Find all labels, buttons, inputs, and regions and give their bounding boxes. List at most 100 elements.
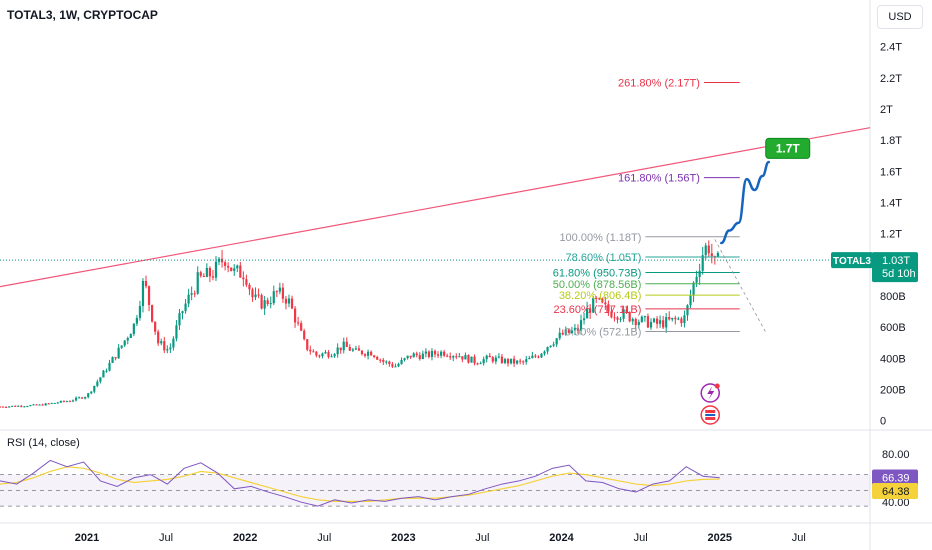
- candle-body: [11, 405, 14, 407]
- candle-body: [376, 356, 379, 360]
- candle-body: [56, 402, 59, 404]
- event-icons[interactable]: [700, 383, 720, 425]
- fib-level-label: 78.60% (1.05T): [566, 252, 642, 264]
- candle-body: [400, 359, 403, 365]
- candle-body: [123, 340, 126, 346]
- candle-body: [175, 325, 178, 339]
- candle-body: [464, 355, 467, 360]
- fibonacci-retracement[interactable]: 261.80% (2.17T) 161.80% (1.56T) 100.00% (1…: [553, 78, 766, 339]
- candle-body: [634, 319, 637, 326]
- candle-body: [71, 400, 75, 402]
- candle-body: [549, 345, 552, 348]
- candle-body: [53, 402, 56, 404]
- candle-body: [546, 347, 549, 352]
- candle-body: [643, 316, 646, 318]
- candle-body: [433, 351, 437, 355]
- candle-body: [458, 356, 461, 358]
- candle-body: [93, 385, 96, 392]
- candle-body: [120, 345, 123, 348]
- candle-body: [604, 302, 607, 305]
- x-tick-label: Jul: [792, 532, 806, 544]
- last-price-tag: [872, 252, 918, 283]
- candle-body: [324, 352, 327, 354]
- candle-body: [84, 397, 87, 399]
- chart-title: TOTAL3, 1W, CRYPTOCAP: [7, 8, 158, 22]
- candle-body: [379, 359, 382, 361]
- candle-body: [23, 406, 26, 408]
- candle-body: [248, 284, 251, 290]
- candle-body: [671, 317, 674, 320]
- candle-body: [595, 297, 598, 299]
- y-tick-label: 400B: [880, 353, 906, 365]
- price-axis[interactable]: 2.4T2.2T2T1.8T1.6T1.4T1.2T1T800B600B400B…: [880, 42, 906, 428]
- currency-button[interactable]: USD: [877, 5, 923, 29]
- candle-body: [482, 359, 485, 364]
- candle-body: [716, 252, 720, 257]
- target-label-box: [765, 137, 811, 159]
- candle-body: [543, 351, 546, 354]
- candle-body: [537, 356, 540, 358]
- price-candles: [0, 240, 830, 408]
- candle-body: [163, 341, 166, 351]
- candle-body: [312, 351, 315, 353]
- trendline[interactable]: [0, 127, 871, 288]
- rsi-tick-label: 40.00: [882, 497, 910, 509]
- fib-level-label: 100.00% (1.18T): [559, 232, 641, 244]
- candle-body: [102, 370, 105, 378]
- time-axis[interactable]: 2021 Jul 2022 Jul 2023 Jul 2024 Jul 2025 Jul: [75, 532, 806, 544]
- candle-body: [436, 354, 440, 356]
- candle-body: [8, 406, 11, 408]
- fib-level-label: 61.80% (950.73B): [553, 268, 642, 280]
- candle-body: [4, 406, 8, 408]
- candle-body: [582, 318, 586, 321]
- candle-body: [96, 381, 99, 386]
- candle-body: [150, 305, 154, 322]
- candle-body: [29, 405, 32, 407]
- rsi-title: RSI (14, close): [7, 437, 80, 449]
- candle-body: [488, 355, 491, 358]
- candle-body: [443, 351, 446, 356]
- candle-body: [50, 402, 53, 404]
- candle-body: [284, 298, 288, 304]
- candle-body: [263, 300, 266, 309]
- flag-stripe: [705, 410, 716, 413]
- candle-body: [224, 262, 227, 266]
- candle-body: [415, 353, 418, 356]
- candle-body: [373, 355, 376, 357]
- candle-body: [0, 406, 2, 408]
- candle-body: [668, 317, 671, 320]
- projection-path[interactable]: 1.7T: [720, 137, 811, 245]
- rsi-background: [0, 474, 870, 507]
- candle-body: [239, 265, 242, 278]
- candle-body: [129, 334, 132, 339]
- candle-body: [245, 279, 248, 285]
- candle-body: [339, 347, 342, 351]
- candle-body: [154, 321, 157, 332]
- candle-body: [509, 358, 513, 364]
- candle-body: [382, 359, 385, 362]
- candle-body: [610, 311, 613, 318]
- candle-body: [126, 338, 129, 341]
- candle-body: [397, 364, 400, 367]
- candle-body: [190, 293, 193, 295]
- candle-body: [20, 405, 23, 407]
- candle-body: [613, 317, 616, 319]
- candle-body: [348, 346, 351, 351]
- candle-body: [366, 351, 370, 356]
- candle-body: [360, 350, 364, 355]
- candle-body: [357, 348, 361, 351]
- candle-body: [178, 313, 181, 326]
- candle-body: [32, 404, 35, 406]
- candle-body: [424, 351, 427, 354]
- candle-body: [236, 265, 239, 269]
- candle-body: [592, 297, 595, 313]
- target-label-text: 1.7T: [776, 141, 801, 155]
- candle-body: [278, 287, 281, 292]
- candle-body: [500, 356, 504, 363]
- candle-body: [406, 355, 409, 359]
- x-tick-label: Jul: [475, 532, 489, 544]
- candle-body: [193, 293, 196, 295]
- candle-body: [187, 294, 190, 304]
